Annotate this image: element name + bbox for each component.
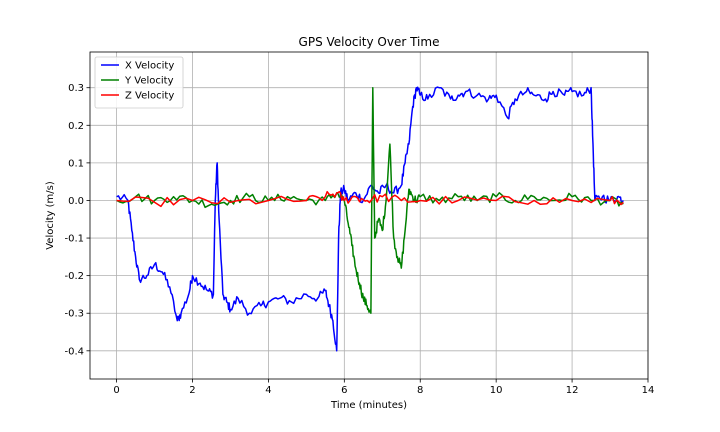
y-tick-label: -0.2: [64, 271, 84, 282]
x-tick-label: 8: [417, 385, 423, 396]
y-axis-label: Velocity (m/s): [45, 181, 56, 250]
series-line-3: [116, 190, 624, 208]
series-line-1: [116, 86, 624, 352]
x-tick-label: 10: [490, 385, 503, 396]
legend-label: Z Velocity: [125, 91, 174, 102]
x-tick-label: 12: [566, 385, 579, 396]
y-tick-label: -0.3: [64, 309, 84, 320]
legend-label: Y Velocity: [124, 76, 174, 87]
y-tick-label: -0.4: [64, 346, 84, 357]
x-tick-label: 14: [642, 385, 655, 396]
chart-title: GPS Velocity Over Time: [299, 35, 440, 49]
y-tick-label: -0.1: [64, 234, 84, 245]
x-axis-label: Time (minutes): [330, 400, 407, 411]
y-tick-label: 0.0: [68, 196, 84, 207]
y-tick-label: 0.2: [68, 121, 84, 132]
axis-ticks: 0 2 4 6 8 10 12 14 -0.4 -0.3 -0.2 -0.1 0.0 0.1 0.2 0.3: [64, 83, 654, 396]
legend-label: X Velocity: [125, 61, 174, 72]
x-tick-label: 2: [189, 385, 195, 396]
plot-area: [116, 86, 624, 352]
legend: X Velocity Y Velocity Z Velocity: [94, 56, 184, 109]
y-tick-label: 0.1: [68, 158, 84, 169]
y-tick-label: 0.3: [68, 83, 84, 94]
x-tick-label: 6: [341, 385, 347, 396]
x-tick-label: 4: [265, 385, 271, 396]
series-lines: [116, 86, 624, 352]
plot-frame: [89, 51, 649, 380]
x-tick-label: 0: [113, 385, 119, 396]
